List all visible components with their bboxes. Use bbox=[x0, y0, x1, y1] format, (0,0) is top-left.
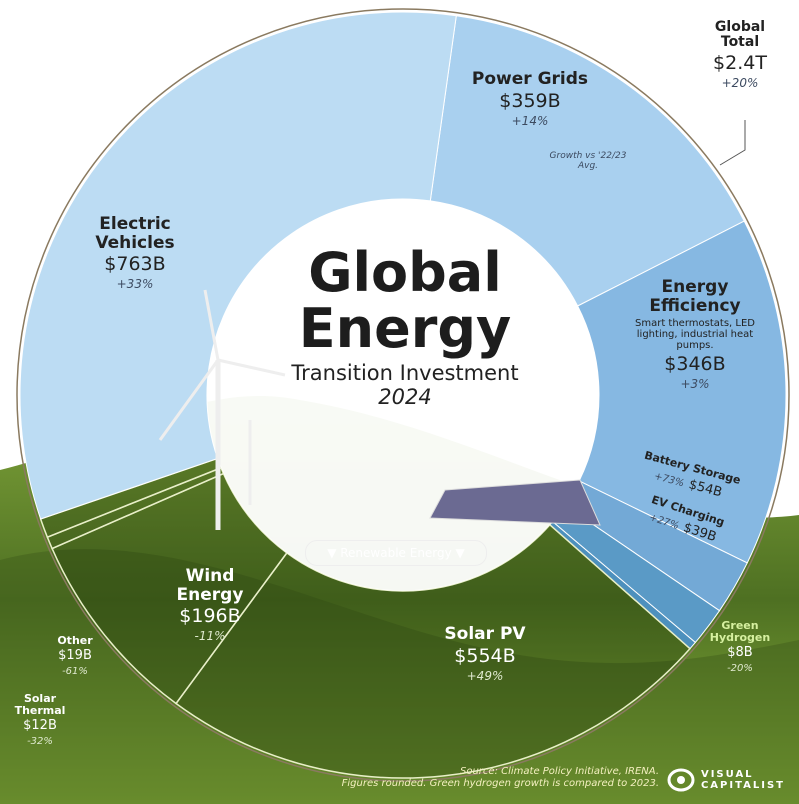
label-other: Other $19B -61% bbox=[57, 634, 93, 678]
label-wind-energy: Wind Energy $196B -11% bbox=[176, 566, 244, 644]
label-green-hydrogen: Green Hydrogen $8B -20% bbox=[709, 619, 771, 675]
growth-note: Growth vs '22/23 Avg. bbox=[549, 151, 627, 171]
label-solar-pv: Solar PV $554B +49% bbox=[444, 624, 526, 683]
logo-icon bbox=[667, 768, 695, 792]
global-total-leader-line bbox=[719, 120, 746, 166]
title-line1: Global bbox=[308, 241, 502, 304]
source-text: Source: Climate Policy Initiative, IRENA… bbox=[460, 766, 659, 777]
donut-chart bbox=[16, 8, 790, 782]
subtitle: Transition Investment bbox=[291, 361, 519, 385]
label-power-grids: Power Grids $359B +14% bbox=[471, 69, 589, 128]
year: 2024 bbox=[378, 385, 432, 409]
wind-turbine-icon bbox=[158, 289, 286, 530]
visual-capitalist-logo: VISUAL CAPITALIST bbox=[667, 768, 785, 792]
label-solar-thermal: Solar Thermal $12B -32% bbox=[14, 692, 66, 748]
donut-segment-solar-pv bbox=[174, 523, 692, 779]
chart-title: Global Energy Transition Investment 2024 bbox=[205, 245, 605, 410]
label-global-total: Global Total $2.4T +20% bbox=[713, 19, 767, 90]
footnote-text: Figures rounded. Green hydrogen growth i… bbox=[341, 778, 659, 789]
solar-panel-icon bbox=[429, 479, 601, 526]
title-line2: Energy bbox=[298, 297, 512, 360]
label-energy-efficiency: Energy Efficiency Smart thermostats, LED… bbox=[620, 278, 770, 391]
hill-shadow bbox=[0, 549, 799, 804]
source-note: Source: Climate Policy Initiative, IRENA… bbox=[342, 766, 659, 790]
label-electric-vehicles: Electric Vehicles $763B +33% bbox=[95, 214, 175, 292]
renewable-energy-label: ▼ Renewable Energy ▼ bbox=[305, 540, 487, 566]
energy-efficiency-note: Smart thermostats, LED lighting, industr… bbox=[635, 318, 755, 352]
outer-ring bbox=[16, 8, 790, 782]
